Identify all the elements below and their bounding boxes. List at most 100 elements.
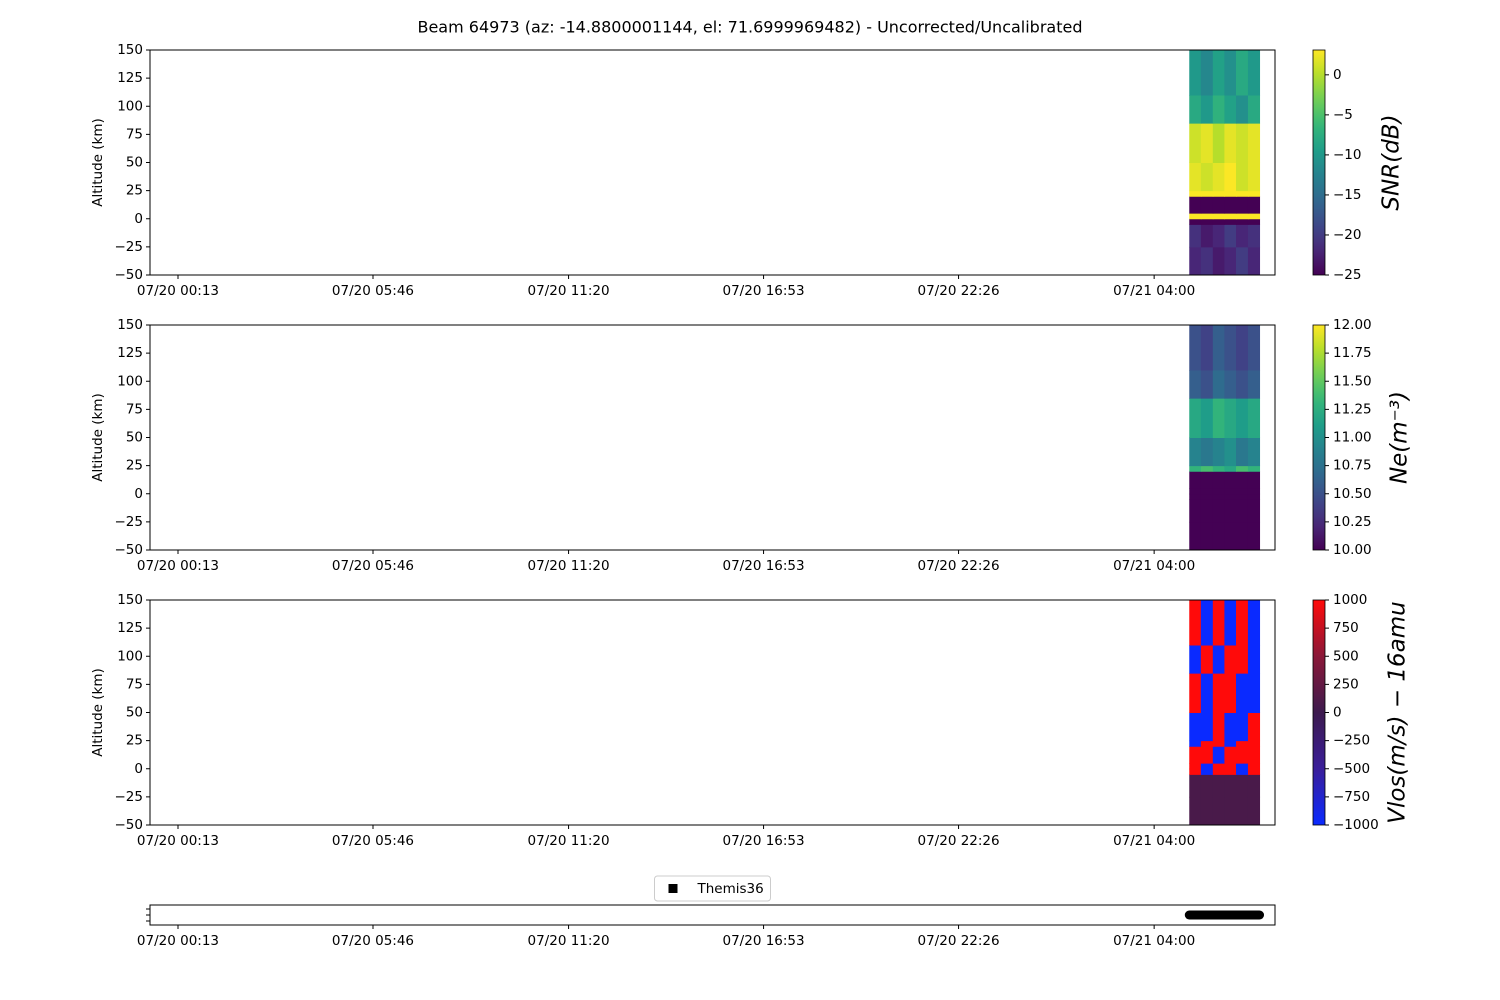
heatmap-cell: [1236, 796, 1249, 826]
y-tick-label: −25: [115, 514, 144, 530]
y-axis-label: Altitude (km): [90, 668, 106, 757]
x-tick-label: 07/20 22:26: [918, 558, 1000, 574]
heatmap-cell: [1189, 196, 1202, 214]
y-tick-label: 50: [126, 705, 143, 721]
heatmap-cell: [1189, 763, 1202, 770]
heatmap-cell: [1189, 190, 1202, 197]
heatmap-cell: [1236, 740, 1249, 747]
y-tick-label: 100: [117, 373, 143, 389]
axes-frame: [149, 904, 1276, 926]
colorbar-tick-label: 10.50: [1333, 486, 1372, 502]
heatmap-cell: [1189, 471, 1202, 489]
x-tick-label: 07/20 05:46: [332, 833, 414, 849]
heatmap-cell: [1212, 471, 1225, 489]
heatmap-cell: [1247, 521, 1261, 551]
heatmap-cell: [1189, 796, 1202, 826]
heatmap-cell: [1236, 123, 1249, 163]
colorbar-tick-label: −750: [1333, 789, 1370, 805]
heatmap-cell: [1224, 471, 1237, 489]
heatmap-cell: [1247, 224, 1261, 248]
heatmap-cell: [1212, 746, 1225, 764]
heatmap-cell: [1247, 196, 1261, 214]
heatmap-cell: [1247, 645, 1261, 674]
heatmap-cell: [1200, 213, 1214, 220]
heatmap-cell: [1247, 768, 1261, 775]
colorbar-label: SNR(dB): [1379, 114, 1405, 210]
heatmap-cell: [1189, 488, 1202, 495]
heatmap-cell: [1189, 218, 1202, 225]
heatmap-cell: [1247, 796, 1261, 826]
heatmap-cell: [1200, 196, 1214, 214]
heatmap-cell: [1200, 521, 1214, 551]
heatmap-cell: [1247, 600, 1261, 646]
heatmap-cell: [1189, 645, 1202, 674]
chart-title: Beam 64973 (az: -14.8800001144, el: 71.6…: [417, 18, 1082, 37]
heatmap-cell: [1212, 218, 1225, 225]
heatmap-cell: [1236, 218, 1249, 225]
colorbar-tick-label: 10.00: [1333, 542, 1372, 558]
heatmap-cell: [1224, 123, 1237, 163]
heatmap-cell: [1189, 746, 1202, 764]
heatmap-cell: [1212, 740, 1225, 747]
heatmap-cell: [1224, 246, 1237, 276]
heatmap-cell: [1189, 95, 1202, 124]
colorbar-tick-label: −1000: [1333, 817, 1379, 833]
heatmap-cell: [1247, 488, 1261, 495]
colorbar-tick-label: 250: [1333, 676, 1359, 692]
heatmap-cell: [1247, 499, 1261, 523]
colorbar-tick-label: 1000: [1333, 592, 1367, 608]
colorbar-tick-label: 11.50: [1333, 373, 1372, 389]
y-tick-label: 25: [126, 733, 143, 749]
y-tick-label: 125: [117, 70, 143, 86]
heatmap-cell: [1236, 325, 1249, 371]
heatmap-cell: [1247, 190, 1261, 197]
x-tick-label: 07/20 11:20: [528, 933, 610, 949]
colorbar-label: Vlos(m/s) − 16amu: [1385, 601, 1411, 824]
y-tick-label: −50: [115, 542, 144, 558]
heatmap-cell: [1189, 325, 1202, 371]
colorbar: [1312, 599, 1326, 826]
heatmap-cell: [1212, 600, 1225, 646]
heatmap-cell: [1200, 740, 1214, 747]
heatmap-cell: [1212, 196, 1225, 214]
heatmap-cell: [1200, 471, 1214, 489]
heatmap-cell: [1189, 712, 1202, 742]
legend-label: Themis36: [697, 881, 764, 897]
heatmap-cell: [1189, 224, 1202, 248]
heatmap-cell: [1200, 600, 1214, 646]
heatmap-cell: [1247, 246, 1261, 276]
heatmap-cell: [1212, 673, 1225, 713]
heatmap-cell: [1247, 325, 1261, 371]
colorbar-tick-label: 750: [1333, 620, 1359, 636]
heatmap-cell: [1212, 645, 1225, 674]
heatmap-cell: [1200, 246, 1214, 276]
colorbar-tick-label: 500: [1333, 648, 1359, 664]
heatmap-cell: [1200, 50, 1214, 96]
heatmap-cell: [1247, 123, 1261, 163]
x-tick-label: 07/20 05:46: [332, 558, 414, 574]
y-tick-label: 75: [126, 676, 143, 692]
heatmap-cell: [1200, 493, 1214, 500]
heatmap-cell: [1247, 218, 1261, 225]
heatmap-cell: [1236, 370, 1249, 399]
colorbar: [1312, 49, 1326, 276]
heatmap-cell: [1189, 162, 1202, 192]
y-tick-label: −50: [115, 817, 144, 833]
heatmap-cell: [1200, 768, 1214, 775]
heatmap-cell: [1224, 50, 1237, 96]
heatmap-cell: [1224, 712, 1237, 742]
x-tick-label: 07/20 11:20: [528, 558, 610, 574]
heatmap-cell: [1224, 768, 1237, 775]
heatmap-cell: [1212, 499, 1225, 523]
x-tick-label: 07/21 04:00: [1113, 833, 1195, 849]
heatmap-cell: [1224, 488, 1237, 495]
y-tick-label: 100: [117, 98, 143, 114]
heatmap-cell: [1189, 123, 1202, 163]
heatmap-cell: [1236, 213, 1249, 220]
heatmap-cell: [1189, 774, 1202, 798]
heatmap-cell: [1247, 673, 1261, 713]
heatmap-cell: [1247, 162, 1261, 192]
heatmap-cell: [1212, 398, 1225, 438]
heatmap-cell: [1224, 95, 1237, 124]
